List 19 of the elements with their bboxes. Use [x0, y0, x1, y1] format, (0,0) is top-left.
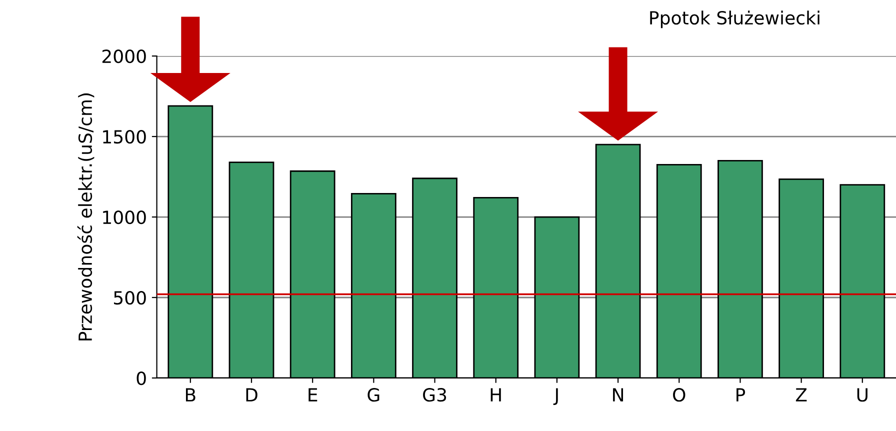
x-tick-label: J: [553, 388, 558, 406]
x-tick-label: O: [673, 388, 686, 402]
y-tick-label: 2000: [102, 49, 146, 64]
x-tick-label: N: [613, 388, 624, 402]
y-axis-title: Przewodność elektr.(uS/cm): [77, 93, 94, 340]
y-tick-label: 500: [114, 290, 146, 305]
y-tick-label: 1500: [103, 130, 146, 144]
x-tick-label: G3: [423, 388, 446, 402]
x-tick-label: P: [736, 388, 746, 402]
y-tick-label: 1000: [103, 210, 146, 224]
y-tick-label: 0: [136, 371, 146, 386]
x-tick-label: H: [490, 388, 501, 402]
x-tick-label: Z: [796, 388, 807, 402]
x-tick-label: B: [186, 388, 196, 402]
x-tick-label: E: [308, 388, 318, 402]
x-tick-label: G: [368, 388, 380, 402]
x-tick-label: D: [246, 388, 258, 402]
x-tick-label: U: [857, 388, 868, 402]
chart-title: Ppotok Służewiecki: [650, 10, 820, 28]
